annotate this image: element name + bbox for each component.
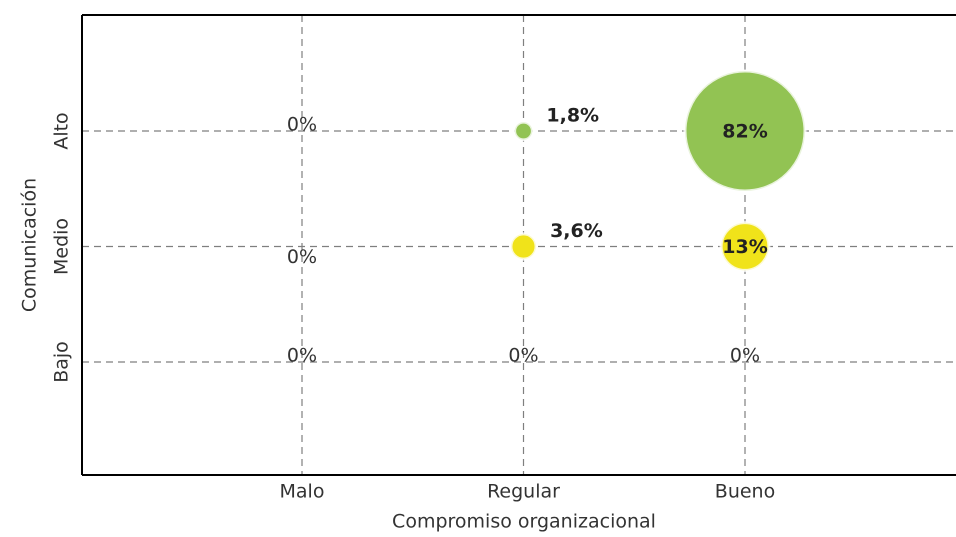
data-label: 13% [722,236,767,258]
y-tick-label: Bajo [51,341,73,383]
data-label: 0% [730,345,760,367]
x-tick-label: Malo [280,481,325,503]
data-label: 0% [287,114,317,136]
data-label: 82% [722,121,767,143]
bubble [719,221,771,272]
data-label: 0% [287,345,317,367]
data-label: 0% [508,345,538,367]
bubble [683,69,807,193]
data-label: 3,6% [550,220,603,242]
x-axis-title: Compromiso organizacional [392,511,656,533]
data-label: 0% [287,246,317,268]
bubble [513,120,534,142]
bubble [509,232,538,261]
data-label: 1,8% [546,105,599,127]
y-tick-label: Medio [51,218,73,275]
x-tick-label: Bueno [715,481,775,503]
x-tick-label: Regular [487,481,560,503]
y-axis-title: Comunicación [19,178,41,312]
y-tick-label: Alto [51,112,73,149]
